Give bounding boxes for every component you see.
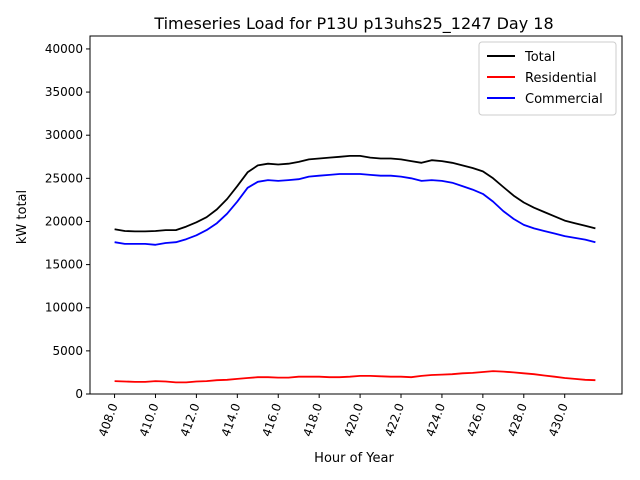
y-tick-label: 30000 [45, 128, 83, 142]
y-tick-label: 5000 [52, 344, 83, 358]
legend-label-residential: Residential [525, 71, 597, 86]
legend-label-total: Total [524, 50, 555, 65]
x-axis-label: Hour of Year [314, 451, 394, 466]
y-tick-label: 10000 [45, 301, 83, 315]
legend-label-commercial: Commercial [525, 92, 603, 107]
axes-frame [89, 35, 623, 395]
series-line-commercial [114, 173, 596, 246]
y-axis-label: kW total [15, 190, 30, 244]
y-tick-label: 25000 [45, 171, 83, 185]
legend-box [478, 41, 617, 116]
chart-title: Timeseries Load for P13U p13uhs25_1247 D… [153, 14, 553, 34]
y-tick-label: 15000 [45, 258, 83, 272]
legend: Total Residential Commercial [478, 41, 617, 116]
y-tick-label: 40000 [45, 42, 83, 56]
y-tick-label: 20000 [45, 214, 83, 228]
series-line-total [114, 154, 596, 233]
series-line-residential [114, 370, 596, 384]
y-tick-label: 0 [75, 387, 83, 401]
y-tick-label: 35000 [45, 85, 83, 99]
